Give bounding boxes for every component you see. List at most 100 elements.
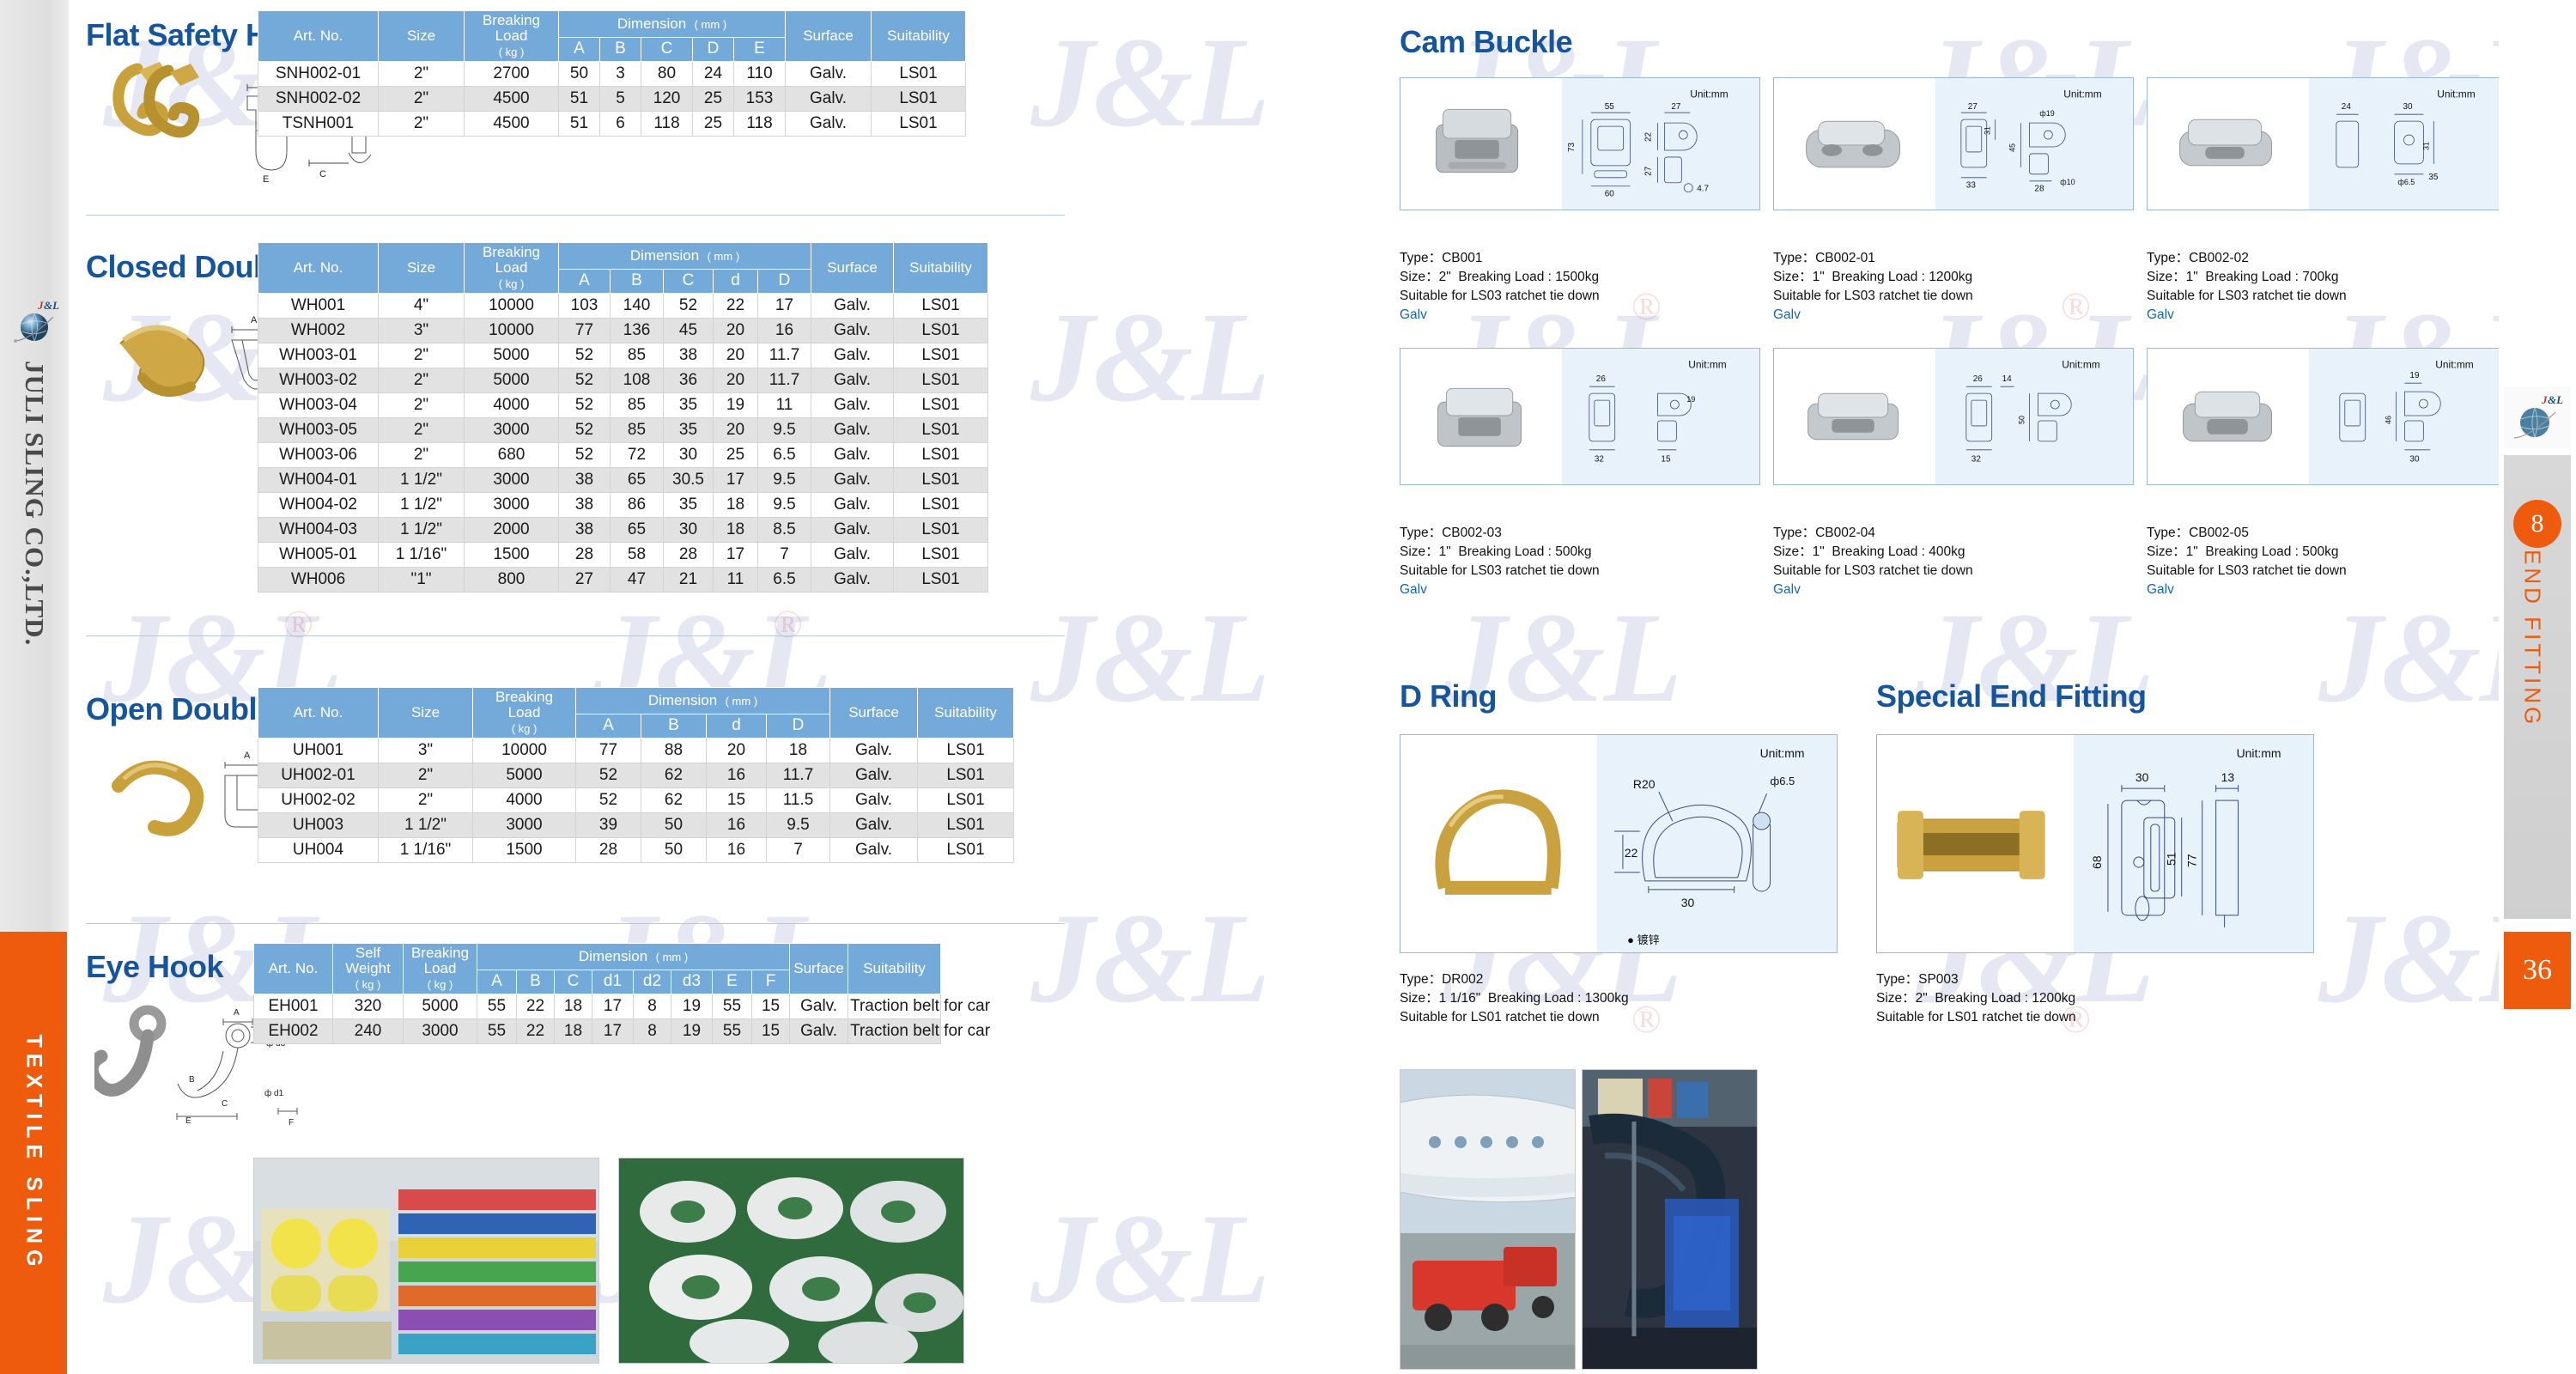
col-dim-A: A <box>575 713 641 739</box>
table-cell: 22 <box>713 292 758 319</box>
table-cell: 680 <box>464 441 559 468</box>
sp003-type-value: SP003 <box>1918 972 1959 987</box>
table-cell: 27 <box>558 566 611 593</box>
table-cell: 20 <box>706 737 767 763</box>
table-cell: LS01 <box>893 317 988 344</box>
svg-text:C: C <box>319 169 326 179</box>
table-cell: 62 <box>641 762 707 788</box>
sp003-suitable: Suitable for LS01 ratchet tie down <box>1876 1010 2076 1024</box>
table-cell: 1 1/2" <box>378 812 473 838</box>
table-cell: Galv. <box>785 110 872 137</box>
table-row: WH001 4" 10000 103 140 52 22 17 Galv. LS01 <box>258 292 988 319</box>
svg-text:Unit:mm: Unit:mm <box>1688 358 1726 370</box>
table-cell: LS01 <box>871 85 966 112</box>
sp003-load-label: Breaking Load : <box>1935 991 2028 1006</box>
table-cell: Galv. <box>811 566 894 593</box>
chapter-tab-textile-sling[interactable]: TEXTILE SLING <box>0 932 67 1374</box>
table-cell: WH006 <box>258 566 379 593</box>
table-cell: Galv. <box>785 85 872 112</box>
table-cell: 1 1/16" <box>378 541 465 568</box>
svg-text:45: 45 <box>2008 143 2017 152</box>
cb002-03-finish: Galv <box>1400 582 1427 597</box>
table-cell: 120 <box>641 85 693 112</box>
table-cell: 55 <box>712 1018 752 1044</box>
table-cell: Galv. <box>829 812 918 838</box>
table-row: UH002-02 2" 4000 52 62 15 11.5 Galv. LS01 <box>258 787 1014 813</box>
svg-text:4.7: 4.7 <box>1697 185 1709 194</box>
col-dim-E: E <box>712 969 752 994</box>
table-cell: 35 <box>663 491 714 518</box>
table-cell: WH003-01 <box>258 342 379 368</box>
table-cell: Galv. <box>785 60 872 87</box>
svg-text:ф d1: ф d1 <box>264 1088 284 1098</box>
table-cell: 30.5 <box>663 466 714 493</box>
left-content-column: Flat Safety Hook A B C <box>86 0 1288 1374</box>
table-row: WH003-02 2" 5000 52 108 36 20 11.7 Galv. LS01 <box>258 367 988 393</box>
table-cell: 15 <box>706 787 767 813</box>
table-cell: 15 <box>750 993 791 1019</box>
table-cell: LS01 <box>917 762 1014 788</box>
col-art-no: Art. No. <box>258 687 379 739</box>
table-cell: 52 <box>558 392 611 418</box>
flat-safety-hook-table-wrap: Art. No. Size Breaking Load( kg ) Dimension … <box>258 10 966 137</box>
table-cell: 52 <box>558 416 611 443</box>
cb002-03-technical-drawing: Unit:mm 26 32 15 19 <box>1562 349 1759 484</box>
col-breaking-load: Breaking Load( kg ) <box>403 943 477 994</box>
table-cell: 50 <box>558 60 600 87</box>
table-cell: 2" <box>378 392 465 418</box>
cb002-05-load-value: 500kg <box>2302 544 2339 559</box>
table-cell: 17 <box>713 541 758 568</box>
cb002-01-load-value: 1200kg <box>1929 270 1973 284</box>
table-cell: 25 <box>713 441 758 468</box>
table-cell: WH001 <box>258 292 379 319</box>
table-cell: LS01 <box>917 836 1014 863</box>
table-cell: 4500 <box>464 85 559 112</box>
svg-text:55: 55 <box>1605 102 1615 112</box>
flat-safety-hook-table: Art. No. Size Breaking Load( kg ) Dimension … <box>258 10 966 137</box>
section-title-special-end-fitting: Special End Fitting <box>1876 678 2147 714</box>
svg-text:30: 30 <box>2403 102 2414 112</box>
table-cell: LS01 <box>893 441 988 468</box>
table-row: TSNH001 2" 4500 51 6 118 25 118 Galv. LS01 <box>258 110 966 137</box>
svg-text:26: 26 <box>1973 374 1984 384</box>
cb002-01-type-value: CB002-01 <box>1815 251 1875 265</box>
table-cell: LS01 <box>917 737 1014 763</box>
svg-text:22: 22 <box>1644 131 1654 142</box>
sidebar-section-label: END FITTING <box>2519 550 2546 728</box>
table-cell: WH004-02 <box>258 491 379 518</box>
table-cell: 4" <box>378 292 465 319</box>
sp003-caption: Type：SP003 Size：2" Breaking Load : 1200k… <box>1876 970 2314 1027</box>
juli-globe-logo-icon: J &L <box>14 299 59 343</box>
d-ring-cell-dr002: Unit:mm R20 22 30 ф6.5 <box>1400 734 1838 953</box>
col-art-no: Art. No. <box>258 10 379 62</box>
table-cell: 3000 <box>464 416 559 443</box>
table-cell: 5000 <box>464 342 559 368</box>
table-cell: WH003-04 <box>258 392 379 418</box>
cb002-03-size-value: 1" <box>1438 544 1451 559</box>
eye-hook-table: Art. No. Self Weight( kg ) Breaking Load( k… <box>253 943 990 1044</box>
col-dim-C: C <box>663 268 714 294</box>
table-cell: 9.5 <box>757 466 811 493</box>
table-cell: 88 <box>641 737 707 763</box>
cb002-01-technical-drawing: Unit:mm 27 31 ф19 45 33 28 ф10 <box>1935 78 2133 210</box>
table-cell: 45 <box>663 317 714 344</box>
coiled-webbing-rolls-photo <box>618 1158 964 1364</box>
col-size: Size <box>378 242 465 294</box>
col-dim-d2: d2 <box>633 969 671 994</box>
sidebar-juli-logo: J &L <box>2504 386 2571 448</box>
col-self-weight: Self Weight( kg ) <box>332 943 404 994</box>
table-cell: 20 <box>713 416 758 443</box>
cb002-05-type-label: Type： <box>2147 526 2190 540</box>
eye-hook-table-wrap: Art. No. Self Weight( kg ) Breaking Load( k… <box>253 943 990 1044</box>
cb002-02-load-label: Breaking Load : <box>2205 270 2299 284</box>
table-cell: 52 <box>558 367 611 393</box>
table-cell: 2" <box>378 787 473 813</box>
cb002-02-caption: Type：CB002-02 Size：1" Breaking Load : 70… <box>2147 249 2507 325</box>
table-cell: LS01 <box>871 110 966 137</box>
table-cell: 3000 <box>472 812 576 838</box>
table-row: EH001 320 5000 55 22 18 17 8 19 55 15 Galv. Traction… <box>253 993 990 1019</box>
svg-text:E: E <box>185 1116 191 1126</box>
table-cell: 16 <box>706 812 767 838</box>
cb002-02-size-label: Size： <box>2147 270 2186 284</box>
svg-text:73: 73 <box>1567 142 1577 152</box>
